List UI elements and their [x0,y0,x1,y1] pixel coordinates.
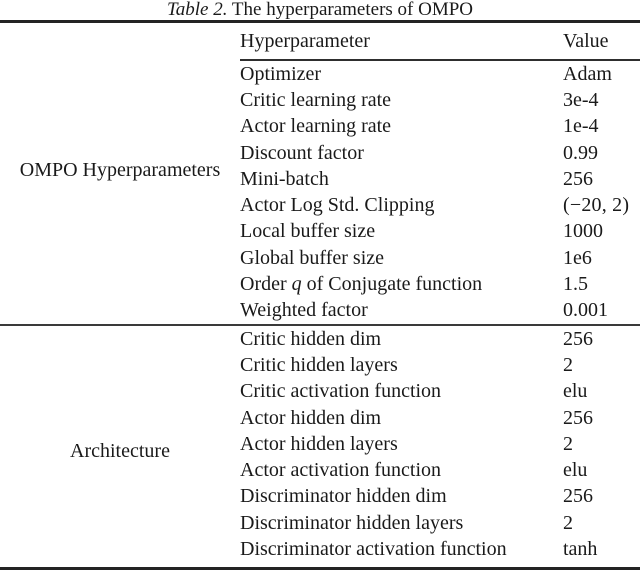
table-caption-text: The hyperparameters of OMPO [227,0,474,20]
table-row: Actor hidden dim 256 [0,405,640,431]
table-row: Order q of Conjugate function 1.5 [0,271,640,297]
table-row: Discriminator hidden dim 256 [0,484,640,510]
table-row: Architecture Critic hidden dim 256 [0,323,640,569]
value-cell: 2 [563,432,573,455]
group-label-architecture: Architecture [0,323,240,569]
table-row: Discriminator hidden layers 2 [0,510,640,536]
hyperparameter-cell: Critic learning rate [240,88,392,111]
hyperparameter-cell: Critic hidden dim [240,323,563,353]
value-cell: (−20, 2) [563,194,630,217]
value-cell: 1.5 [563,273,588,296]
table-row: Weighted factor 0.001 [0,298,640,325]
table-row: Global buffer size 1e6 [0,245,640,271]
hyperparameter-cell: Global buffer size [240,246,385,269]
table-row: OMPO Hyperparameters Optimizer Adam [0,60,640,182]
value-cell: 2 [563,353,573,376]
value-column-header: Value [563,21,640,61]
hyperparameter-cell: Discriminator hidden layers [240,511,464,534]
value-cell: tanh [563,537,598,560]
table-row: Discount factor 0.99 [0,140,640,166]
table-row: Actor activation function elu [0,457,640,483]
hyperparameter-cell: Actor learning rate [240,115,392,138]
table-row: Mini-batch 256 [0,166,640,192]
value-cell: 256 [563,485,593,508]
table-caption: Table 2. The hyperparameters of OMPO [0,0,640,20]
hyperparameters-table: Hyperparameter Value OMPO Hyperparameter… [0,20,640,570]
value-cell: 1000 [563,220,603,243]
hyperparameter-cell: Critic hidden layers [240,353,398,376]
value-cell: 1e6 [563,246,592,269]
hyperparameter-cell: Local buffer size [240,220,376,243]
group-label-ompo: OMPO Hyperparameters [0,60,240,325]
hyperparameter-cell: Mini-batch [240,167,329,190]
group-label-text: Architecture [70,439,170,462]
value-cell: 256 [563,323,640,353]
hyperparameter-cell: Discriminator hidden dim [240,485,447,508]
value-cell: 0.99 [563,141,598,164]
hyperparameter-cell: Discriminator activation function [240,537,507,560]
table-row: Actor learning rate 1e-4 [0,114,640,140]
value-cell: 256 [563,406,593,429]
hyperparameter-cell: Actor activation function [240,459,442,482]
hyperparameter-cell: Actor hidden layers [240,432,398,455]
table-row: Actor Log Std. Clipping (−20, 2) [0,192,640,218]
hyperparameter-cell: Optimizer [240,62,322,85]
table-row: Critic hidden layers 2 [0,352,640,378]
value-cell: 2 [563,511,573,534]
hyperparameter-cell: Order q of Conjugate function [240,273,483,296]
table-row: Critic learning rate 3e-4 [0,87,640,113]
value-cell: elu [563,380,588,403]
value-cell: 0.001 [563,299,608,322]
value-cell: 3e-4 [563,88,599,111]
table-row: Critic activation function elu [0,379,640,405]
hyperparameter-cell: Actor Log Std. Clipping [240,194,435,217]
hyperparameter-cell: Weighted factor [240,299,368,322]
table-row: Local buffer size 1000 [0,219,640,245]
value-cell: 256 [563,167,593,190]
value-cell: Adam [563,62,612,85]
value-cell: elu [563,459,588,482]
table-row: Discriminator activation function tanh [0,536,640,568]
hyperparameter-column-header: Hyperparameter [240,21,563,61]
hyperparameter-cell: Actor hidden dim [240,406,382,429]
group-label-text: OMPO Hyperparameters [19,159,221,182]
hyperparameter-cell: Discount factor [240,141,364,164]
group-column-header [0,22,240,61]
table-row: Actor hidden layers 2 [0,431,640,457]
value-cell: 1e-4 [563,115,599,138]
hyperparameter-cell: Critic activation function [240,380,442,403]
table-caption-label: Table 2. [166,0,228,20]
table-header-row: Hyperparameter Value [0,21,640,61]
